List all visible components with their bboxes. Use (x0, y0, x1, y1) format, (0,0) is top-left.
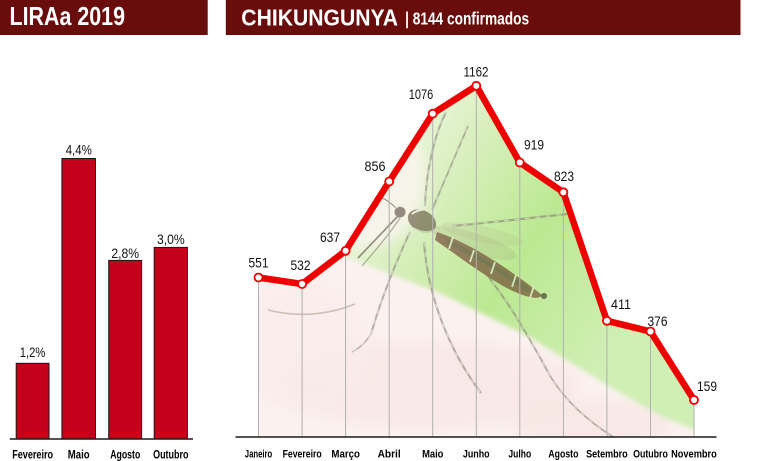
svg-text:919: 919 (524, 137, 544, 153)
svg-text:Setembro: Setembro (586, 449, 628, 461)
svg-text:Julho: Julho (508, 449, 531, 461)
svg-text:2,8%: 2,8% (111, 245, 139, 261)
svg-text:1162: 1162 (464, 64, 489, 80)
svg-text:Outubro: Outubro (633, 449, 668, 461)
svg-text:1076: 1076 (409, 86, 434, 102)
svg-text:Abril: Abril (378, 449, 401, 461)
svg-text:LIRAa 2019: LIRAa 2019 (10, 3, 126, 31)
svg-text:637: 637 (320, 229, 340, 245)
svg-text:532: 532 (291, 257, 311, 273)
svg-text:Fevereiro: Fevereiro (12, 450, 53, 461)
svg-text:Outubro: Outubro (153, 450, 188, 461)
svg-text:159: 159 (697, 378, 717, 394)
svg-text:Fevereiro: Fevereiro (283, 449, 322, 461)
svg-text:4,4%: 4,4% (66, 141, 92, 157)
svg-text:376: 376 (648, 313, 668, 329)
svg-text:Novembro: Novembro (671, 449, 717, 461)
svg-text:Agosto: Agosto (548, 449, 578, 461)
svg-text:CHIKUNGUNYA: CHIKUNGUNYA (241, 5, 398, 31)
svg-text:Maio: Maio (422, 449, 444, 461)
svg-text:551: 551 (249, 255, 269, 271)
svg-text:| 8144 confirmados: | 8144 confirmados (405, 9, 529, 29)
svg-text:Agosto: Agosto (110, 450, 140, 461)
svg-text:856: 856 (365, 158, 386, 174)
svg-text:823: 823 (554, 168, 574, 184)
svg-text:Junho: Junho (463, 449, 490, 461)
svg-text:Março: Março (331, 449, 360, 461)
svg-text:3,0%: 3,0% (157, 231, 185, 247)
svg-text:Janeiro: Janeiro (245, 449, 273, 461)
svg-text:411: 411 (611, 296, 631, 312)
svg-text:1,2%: 1,2% (20, 344, 46, 360)
svg-text:Maio: Maio (68, 450, 90, 461)
